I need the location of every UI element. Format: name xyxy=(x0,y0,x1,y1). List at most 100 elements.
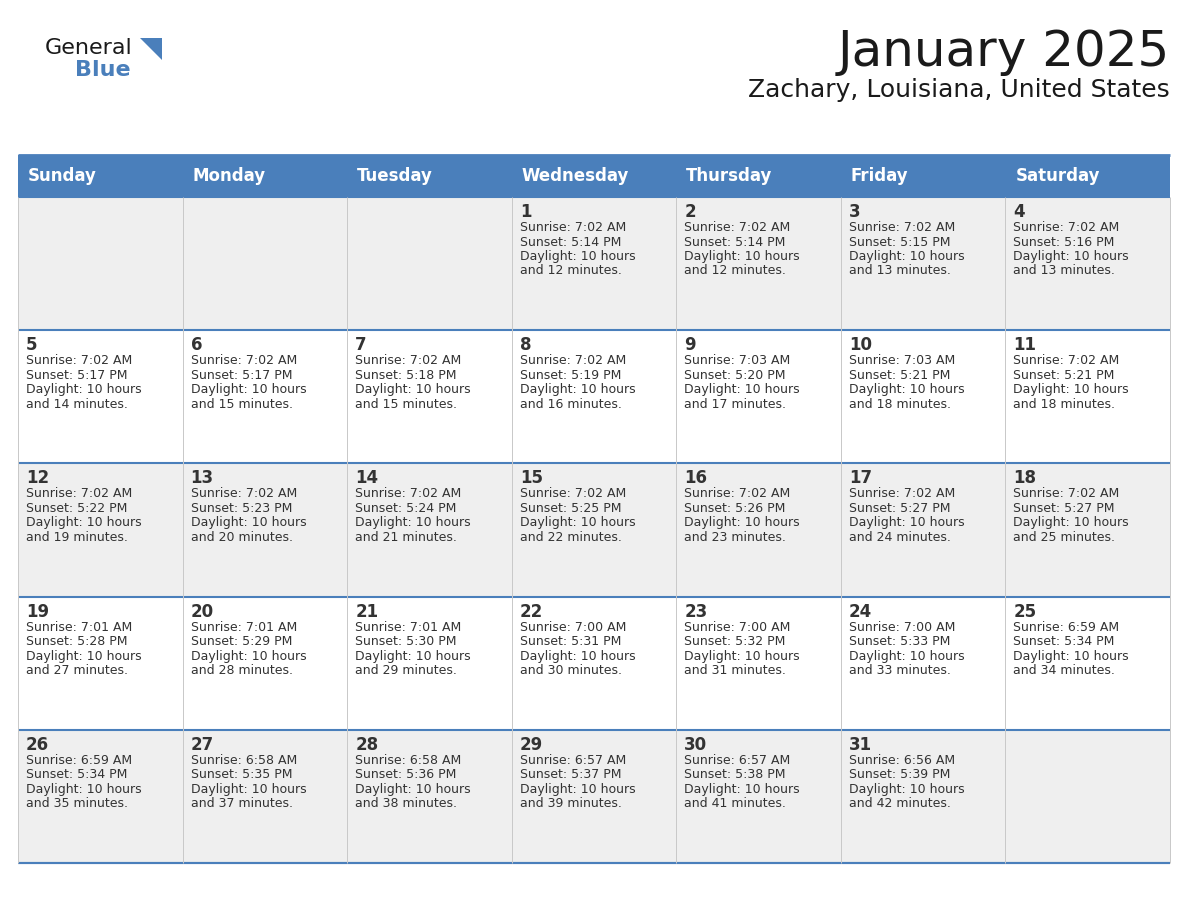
Text: Daylight: 10 hours: Daylight: 10 hours xyxy=(684,650,800,663)
Polygon shape xyxy=(140,38,162,60)
Text: Daylight: 10 hours: Daylight: 10 hours xyxy=(355,650,470,663)
Text: Sunrise: 6:59 AM: Sunrise: 6:59 AM xyxy=(1013,621,1119,633)
Text: Sunrise: 7:02 AM: Sunrise: 7:02 AM xyxy=(684,221,790,234)
Text: Sunrise: 7:00 AM: Sunrise: 7:00 AM xyxy=(684,621,791,633)
Text: Sunrise: 6:57 AM: Sunrise: 6:57 AM xyxy=(519,754,626,767)
Text: Sunset: 5:20 PM: Sunset: 5:20 PM xyxy=(684,369,785,382)
Text: and 12 minutes.: and 12 minutes. xyxy=(684,264,786,277)
Text: Sunrise: 7:02 AM: Sunrise: 7:02 AM xyxy=(519,354,626,367)
Text: Daylight: 10 hours: Daylight: 10 hours xyxy=(355,783,470,796)
Text: and 35 minutes.: and 35 minutes. xyxy=(26,798,128,811)
Bar xyxy=(676,730,841,863)
Bar xyxy=(512,197,676,330)
Text: Daylight: 10 hours: Daylight: 10 hours xyxy=(26,383,141,397)
Text: 10: 10 xyxy=(849,336,872,354)
Text: Sunset: 5:17 PM: Sunset: 5:17 PM xyxy=(26,369,127,382)
Text: 14: 14 xyxy=(355,469,378,487)
Text: Daylight: 10 hours: Daylight: 10 hours xyxy=(849,383,965,397)
Text: and 22 minutes.: and 22 minutes. xyxy=(519,531,621,543)
Text: 4: 4 xyxy=(1013,203,1025,221)
Text: 13: 13 xyxy=(190,469,214,487)
Bar xyxy=(676,155,841,197)
Text: Daylight: 10 hours: Daylight: 10 hours xyxy=(849,517,965,530)
Text: 1: 1 xyxy=(519,203,531,221)
Text: Daylight: 10 hours: Daylight: 10 hours xyxy=(355,517,470,530)
Text: Daylight: 10 hours: Daylight: 10 hours xyxy=(26,517,141,530)
Text: Sunset: 5:18 PM: Sunset: 5:18 PM xyxy=(355,369,456,382)
Text: and 34 minutes.: and 34 minutes. xyxy=(1013,664,1116,677)
Text: and 30 minutes.: and 30 minutes. xyxy=(519,664,621,677)
Text: and 15 minutes.: and 15 minutes. xyxy=(190,397,292,410)
Text: 31: 31 xyxy=(849,736,872,754)
Text: Sunrise: 7:02 AM: Sunrise: 7:02 AM xyxy=(1013,354,1119,367)
Text: Sunrise: 7:01 AM: Sunrise: 7:01 AM xyxy=(190,621,297,633)
Text: Sunrise: 7:02 AM: Sunrise: 7:02 AM xyxy=(190,354,297,367)
Text: Sunset: 5:35 PM: Sunset: 5:35 PM xyxy=(190,768,292,781)
Text: Sunset: 5:26 PM: Sunset: 5:26 PM xyxy=(684,502,785,515)
Text: 22: 22 xyxy=(519,602,543,621)
Text: Daylight: 10 hours: Daylight: 10 hours xyxy=(684,383,800,397)
Text: 20: 20 xyxy=(190,602,214,621)
Text: Sunset: 5:21 PM: Sunset: 5:21 PM xyxy=(1013,369,1114,382)
Text: 18: 18 xyxy=(1013,469,1036,487)
Text: Sunrise: 7:02 AM: Sunrise: 7:02 AM xyxy=(355,354,461,367)
Text: 17: 17 xyxy=(849,469,872,487)
Text: Sunrise: 6:59 AM: Sunrise: 6:59 AM xyxy=(26,754,132,767)
Text: Sunrise: 7:02 AM: Sunrise: 7:02 AM xyxy=(355,487,461,500)
Bar xyxy=(676,330,841,464)
Text: Sunset: 5:27 PM: Sunset: 5:27 PM xyxy=(1013,502,1114,515)
Text: Daylight: 10 hours: Daylight: 10 hours xyxy=(519,517,636,530)
Text: and 29 minutes.: and 29 minutes. xyxy=(355,664,457,677)
Text: Sunset: 5:39 PM: Sunset: 5:39 PM xyxy=(849,768,950,781)
Text: 5: 5 xyxy=(26,336,38,354)
Bar xyxy=(18,597,183,730)
Text: Daylight: 10 hours: Daylight: 10 hours xyxy=(190,783,307,796)
Text: Daylight: 10 hours: Daylight: 10 hours xyxy=(26,783,141,796)
Text: Sunrise: 7:02 AM: Sunrise: 7:02 AM xyxy=(190,487,297,500)
Text: Sunrise: 7:01 AM: Sunrise: 7:01 AM xyxy=(26,621,132,633)
Text: 8: 8 xyxy=(519,336,531,354)
Bar xyxy=(676,464,841,597)
Text: Sunset: 5:32 PM: Sunset: 5:32 PM xyxy=(684,635,785,648)
Text: Sunset: 5:16 PM: Sunset: 5:16 PM xyxy=(1013,236,1114,249)
Bar xyxy=(676,197,841,330)
Bar xyxy=(676,597,841,730)
Bar xyxy=(1005,155,1170,197)
Text: Daylight: 10 hours: Daylight: 10 hours xyxy=(1013,383,1129,397)
Text: Zachary, Louisiana, United States: Zachary, Louisiana, United States xyxy=(748,78,1170,102)
Bar xyxy=(1005,197,1170,330)
Text: Daylight: 10 hours: Daylight: 10 hours xyxy=(190,383,307,397)
Bar xyxy=(1005,730,1170,863)
Text: 9: 9 xyxy=(684,336,696,354)
Text: Sunrise: 7:02 AM: Sunrise: 7:02 AM xyxy=(849,487,955,500)
Bar xyxy=(347,597,512,730)
Text: and 25 minutes.: and 25 minutes. xyxy=(1013,531,1116,543)
Bar xyxy=(512,155,676,197)
Text: Sunset: 5:30 PM: Sunset: 5:30 PM xyxy=(355,635,456,648)
Text: Sunrise: 7:02 AM: Sunrise: 7:02 AM xyxy=(1013,221,1119,234)
Text: Sunrise: 7:02 AM: Sunrise: 7:02 AM xyxy=(519,487,626,500)
Bar xyxy=(841,730,1005,863)
Text: Sunset: 5:27 PM: Sunset: 5:27 PM xyxy=(849,502,950,515)
Bar xyxy=(183,597,347,730)
Text: 19: 19 xyxy=(26,602,49,621)
Bar xyxy=(183,730,347,863)
Text: Sunset: 5:15 PM: Sunset: 5:15 PM xyxy=(849,236,950,249)
Text: and 17 minutes.: and 17 minutes. xyxy=(684,397,786,410)
Text: and 19 minutes.: and 19 minutes. xyxy=(26,531,128,543)
Text: 12: 12 xyxy=(26,469,49,487)
Text: and 31 minutes.: and 31 minutes. xyxy=(684,664,786,677)
Text: 29: 29 xyxy=(519,736,543,754)
Text: Sunrise: 7:02 AM: Sunrise: 7:02 AM xyxy=(684,487,790,500)
Text: Sunset: 5:23 PM: Sunset: 5:23 PM xyxy=(190,502,292,515)
Bar xyxy=(841,155,1005,197)
Text: Daylight: 10 hours: Daylight: 10 hours xyxy=(1013,650,1129,663)
Text: Sunset: 5:28 PM: Sunset: 5:28 PM xyxy=(26,635,127,648)
Text: and 28 minutes.: and 28 minutes. xyxy=(190,664,292,677)
Text: Sunrise: 7:00 AM: Sunrise: 7:00 AM xyxy=(519,621,626,633)
Text: and 37 minutes.: and 37 minutes. xyxy=(190,798,292,811)
Bar xyxy=(512,730,676,863)
Text: and 23 minutes.: and 23 minutes. xyxy=(684,531,786,543)
Text: Sunrise: 6:57 AM: Sunrise: 6:57 AM xyxy=(684,754,790,767)
Bar xyxy=(841,330,1005,464)
